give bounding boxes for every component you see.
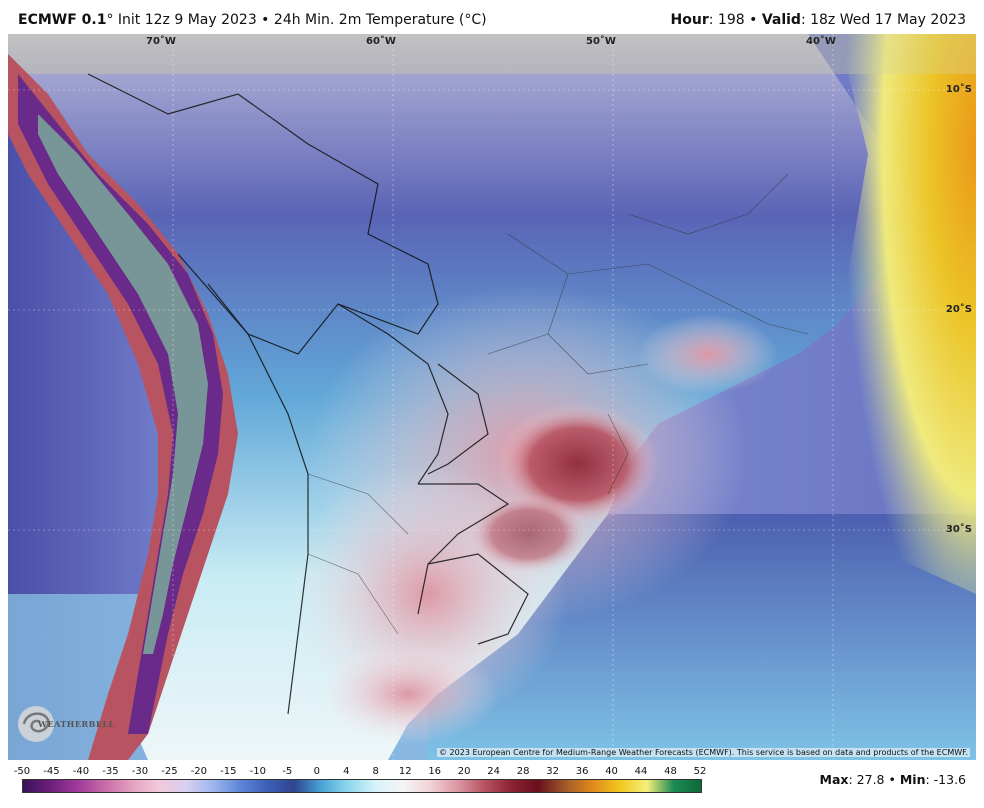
- longitude-label-60w: 60˚W: [366, 36, 396, 47]
- colorbar-tick-label: 32: [546, 766, 559, 777]
- bullet-separator-2: •: [744, 12, 762, 28]
- copyright-credit: © 2023 European Centre for Medium-Range …: [437, 748, 970, 757]
- hour-label: Hour: [670, 12, 709, 28]
- colorbar-tick-label: 20: [457, 766, 471, 777]
- colorbar-tick-label: -20: [190, 766, 208, 777]
- colorbar-tick-label: -50: [13, 766, 31, 777]
- legend-footer: -50 -45 -40 -35 -30 -25 -20 -15 -10 -5 0 4 8 12 16 20 24…: [0, 760, 984, 808]
- colorbar-tick-label: -45: [43, 766, 60, 777]
- colorbar-tick-label: -30: [131, 766, 149, 777]
- header-bar: ECMWF 0.1° Init 12z 9 May 2023 • 24h Min…: [0, 0, 984, 34]
- temperature-colorbar: [22, 779, 702, 793]
- init-time: ° Init 12z 9 May 2023: [106, 12, 257, 28]
- colorbar-tick-label: 0: [313, 766, 320, 777]
- model-title: ECMWF 0.1° Init 12z 9 May 2023 • 24h Min…: [18, 12, 487, 28]
- longitude-label-40w: 40˚W: [806, 36, 836, 47]
- colorbar-tick-label: 52: [693, 766, 707, 777]
- max-value: : 27.8: [848, 772, 885, 787]
- colorbar-tick-label: 28: [516, 766, 530, 777]
- colorbar-tick-label: -15: [220, 766, 237, 777]
- min-value: : -13.6: [925, 772, 966, 787]
- colorbar-tick-label: -40: [72, 766, 90, 777]
- min-label: Min: [899, 772, 926, 787]
- colorbar-tick-label: 40: [605, 766, 618, 777]
- latitude-label-10s: 10˚S: [945, 84, 972, 95]
- hour-value: : 198: [708, 12, 745, 28]
- temperature-map[interactable]: 70˚W 60˚W 50˚W 40˚W 10˚S 20˚S 30˚S WEATH…: [8, 34, 976, 760]
- colorbar-tick-label: -25: [161, 766, 178, 777]
- colorbar-tick-label: 44: [634, 766, 648, 777]
- logo-text: WEATHERBELL: [38, 719, 115, 729]
- longitude-label-70w: 70˚W: [146, 36, 176, 47]
- valid-value: : 18z Wed 17 May 2023: [800, 12, 966, 28]
- bullet-separator: •: [256, 12, 274, 28]
- logo-swirl-icon: [18, 706, 54, 742]
- product-name: 24h Min. 2m Temperature (°C): [273, 12, 487, 28]
- colorbar-tick-label: 8: [372, 766, 379, 777]
- valid-time-info: Hour: 198 • Valid: 18z Wed 17 May 2023: [671, 12, 966, 28]
- colorbar-tick-label: 24: [487, 766, 501, 777]
- colorbar-tick-label: 4: [343, 766, 350, 777]
- max-min-summary: Max: 27.8 • Min: -13.6: [820, 772, 966, 787]
- stats-separator: •: [884, 772, 900, 787]
- colorbar-tick-label: -35: [102, 766, 119, 777]
- colorbar-tick-label: 12: [398, 766, 412, 777]
- map-canvas: [8, 34, 976, 760]
- latitude-label-20s: 20˚S: [945, 304, 972, 315]
- weatherbell-logo: WEATHERBELL: [14, 702, 114, 746]
- colorbar-tick-label: -5: [282, 766, 293, 777]
- colorbar-tick-label: 36: [575, 766, 589, 777]
- valid-label: Valid: [761, 12, 801, 28]
- colorbar-tick-label: -10: [249, 766, 266, 777]
- latitude-label-30s: 30˚S: [945, 524, 972, 535]
- colorbar-tick-label: 48: [664, 766, 677, 777]
- max-label: Max: [819, 772, 849, 787]
- longitude-label-50w: 50˚W: [586, 36, 616, 47]
- model-name: ECMWF 0.1: [18, 12, 107, 28]
- colorbar-tick-label: 16: [428, 766, 442, 777]
